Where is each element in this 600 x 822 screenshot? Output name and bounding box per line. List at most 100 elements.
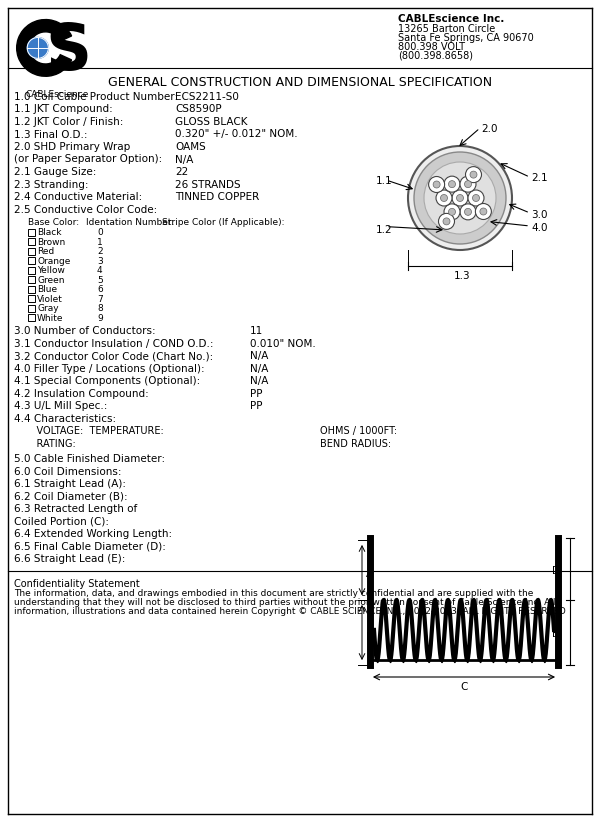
Text: 3.1 Conductor Insulation / COND O.D.:: 3.1 Conductor Insulation / COND O.D.: (14, 339, 214, 349)
Text: Violet: Violet (37, 294, 63, 303)
Text: 1.3: 1.3 (454, 271, 470, 281)
Text: 2.5 Conductive Color Code:: 2.5 Conductive Color Code: (14, 205, 157, 215)
Circle shape (414, 152, 506, 244)
Text: N/A: N/A (250, 376, 268, 386)
Text: 6.4 Extended Working Length:: 6.4 Extended Working Length: (14, 529, 172, 539)
Text: 2.4 Conductive Material:: 2.4 Conductive Material: (14, 192, 142, 202)
Text: GENERAL CONSTRUCTION AND DIMENSIONAL SPECIFICATION: GENERAL CONSTRUCTION AND DIMENSIONAL SPE… (108, 76, 492, 89)
Text: 2: 2 (97, 247, 103, 256)
Text: CABLEscience: CABLEscience (25, 90, 89, 99)
Text: 1.3 Final O.D.:: 1.3 Final O.D.: (14, 130, 88, 140)
Text: 2.1: 2.1 (531, 173, 548, 183)
Circle shape (444, 176, 460, 192)
Text: N/A: N/A (250, 363, 268, 373)
Circle shape (449, 208, 455, 215)
Text: 6.3 Retracted Length of: 6.3 Retracted Length of (14, 504, 137, 514)
Bar (28, 276, 35, 283)
Circle shape (470, 171, 477, 178)
Text: Green: Green (37, 275, 65, 284)
Circle shape (436, 190, 452, 206)
Circle shape (439, 214, 455, 229)
Circle shape (457, 195, 464, 201)
Bar (28, 314, 35, 321)
Text: information, illustrations and data contained herein Copyright © CABLE SCIENCE I: information, illustrations and data cont… (14, 607, 566, 616)
Text: Base Color:: Base Color: (28, 218, 79, 227)
Text: 1.2: 1.2 (376, 225, 392, 235)
Text: 1.2 JKT Color / Finish:: 1.2 JKT Color / Finish: (14, 117, 124, 127)
Circle shape (424, 162, 496, 234)
Circle shape (443, 218, 450, 225)
Text: 3.0: 3.0 (531, 210, 548, 220)
Text: 9: 9 (97, 313, 103, 322)
Text: VOLTAGE:  TEMPERATURE:: VOLTAGE: TEMPERATURE: (24, 426, 164, 436)
Text: 4.1 Special Components (Optional):: 4.1 Special Components (Optional): (14, 376, 200, 386)
Circle shape (464, 208, 472, 215)
Text: CS8590P: CS8590P (175, 104, 221, 114)
Circle shape (480, 208, 487, 215)
Text: understanding that they will not be disclosed to third parties without the prior: understanding that they will not be disc… (14, 598, 556, 607)
Text: BEND RADIUS:: BEND RADIUS: (320, 438, 391, 449)
Text: S: S (46, 21, 92, 83)
Text: (or Paper Separator Option):: (or Paper Separator Option): (14, 155, 162, 164)
Text: 0.010" NOM.: 0.010" NOM. (250, 339, 316, 349)
Text: 6.6 Straight Lead (E):: 6.6 Straight Lead (E): (14, 554, 125, 564)
Text: Yellow: Yellow (37, 266, 65, 275)
Circle shape (27, 38, 49, 58)
Circle shape (468, 190, 484, 206)
Circle shape (475, 204, 491, 219)
Text: OHMS / 1000FT:: OHMS / 1000FT: (320, 426, 397, 436)
Text: 26 STRANDS: 26 STRANDS (175, 179, 241, 190)
Text: GLOSS BLACK: GLOSS BLACK (175, 117, 248, 127)
Text: 3: 3 (97, 256, 103, 266)
Circle shape (408, 146, 512, 250)
Bar (28, 257, 35, 264)
Text: 0: 0 (97, 228, 103, 237)
Text: PP: PP (250, 389, 263, 399)
Text: PP: PP (250, 401, 263, 411)
Circle shape (452, 190, 468, 206)
Text: 2.0 SHD Primary Wrap: 2.0 SHD Primary Wrap (14, 142, 130, 152)
Text: N/A: N/A (175, 155, 193, 164)
Bar (28, 304, 35, 312)
Text: E: E (552, 629, 559, 639)
Text: 7: 7 (97, 294, 103, 303)
Text: Gray: Gray (37, 304, 59, 313)
Bar (28, 266, 35, 274)
Text: 2.0: 2.0 (481, 124, 497, 134)
Text: 1.0 Coil Cable Product Number:: 1.0 Coil Cable Product Number: (14, 92, 178, 102)
Circle shape (464, 181, 472, 187)
Circle shape (460, 176, 476, 192)
Text: 800.398 VOLT: 800.398 VOLT (398, 42, 465, 52)
Text: 4.0 Filler Type / Locations (Optional):: 4.0 Filler Type / Locations (Optional): (14, 363, 205, 373)
Circle shape (460, 204, 476, 219)
Bar (28, 285, 35, 293)
Text: 4.4 Characteristics:: 4.4 Characteristics: (14, 413, 116, 423)
Bar (28, 247, 35, 255)
Wedge shape (17, 20, 71, 76)
Text: 6.1 Straight Lead (A):: 6.1 Straight Lead (A): (14, 479, 126, 489)
Text: 1: 1 (97, 238, 103, 247)
Text: 6.5 Final Cable Diameter (D):: 6.5 Final Cable Diameter (D): (14, 542, 166, 552)
Text: Black: Black (37, 228, 62, 237)
Text: Coiled Portion (C):: Coiled Portion (C): (14, 516, 109, 527)
Circle shape (449, 181, 455, 187)
Text: 5: 5 (97, 275, 103, 284)
Text: 4: 4 (97, 266, 103, 275)
Text: 3.2 Conductor Color Code (Chart No.):: 3.2 Conductor Color Code (Chart No.): (14, 351, 213, 361)
Text: OAMS: OAMS (175, 142, 206, 152)
Circle shape (444, 204, 460, 219)
Bar (28, 229, 35, 235)
Text: (800.398.8658): (800.398.8658) (398, 51, 473, 61)
Text: TINNED COPPER: TINNED COPPER (175, 192, 259, 202)
Circle shape (473, 195, 479, 201)
Bar (28, 238, 35, 245)
Text: Red: Red (37, 247, 54, 256)
Text: CABLEscience Inc.: CABLEscience Inc. (398, 14, 505, 24)
Text: Santa Fe Springs, CA 90670: Santa Fe Springs, CA 90670 (398, 33, 534, 43)
Text: Identation Number:: Identation Number: (86, 218, 175, 227)
Text: 2.1 Gauge Size:: 2.1 Gauge Size: (14, 167, 97, 177)
Text: 4.2 Insulation Compound:: 4.2 Insulation Compound: (14, 389, 149, 399)
Text: D: D (552, 566, 560, 576)
Text: C: C (460, 682, 467, 692)
Text: 4.0: 4.0 (531, 223, 548, 233)
